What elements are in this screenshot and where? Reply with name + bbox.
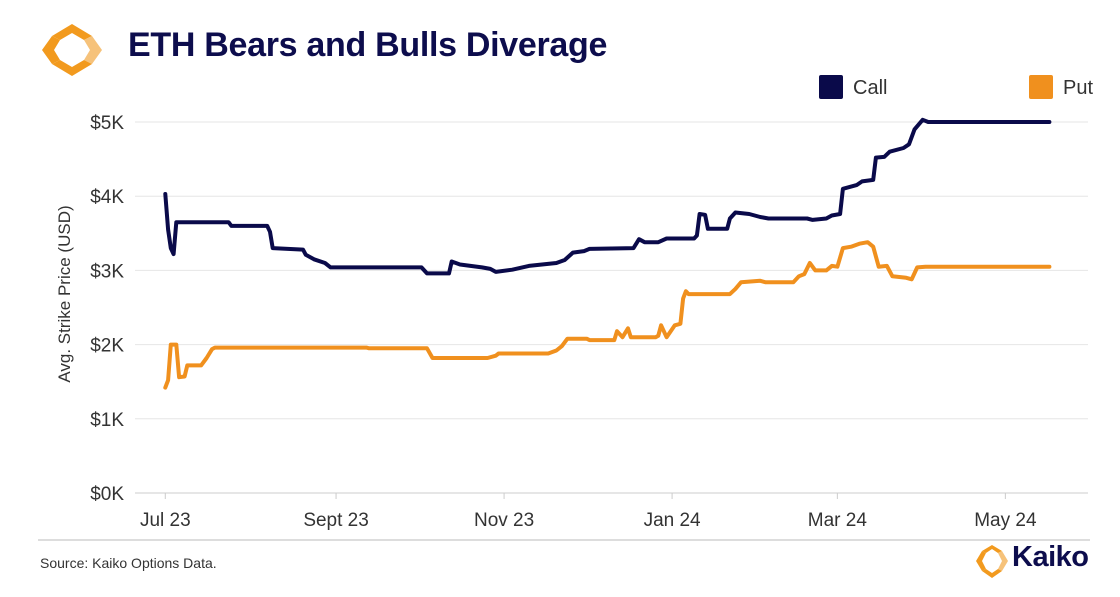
x-tick-label: Jan 24 [644, 510, 701, 531]
y-axis: $0K $1K $2K $3K $4K $5K [90, 113, 124, 505]
y-tick-label: $2K [90, 336, 124, 357]
logo-top-segment [52, 24, 92, 40]
y-tick-label: $5K [90, 113, 124, 134]
logo-right-segment [84, 36, 102, 64]
series-lines [163, 117, 1052, 390]
x-axis: Jul 23 Sept 23 Nov 23 Jan 24 Mar 24 May 24 [140, 493, 1037, 531]
series-line-put [163, 240, 1052, 390]
brand-name: Kaiko [1012, 541, 1089, 573]
x-tick-label: Jul 23 [140, 510, 191, 531]
brand-icon-bottom [982, 569, 1002, 578]
x-tick-label: May 24 [974, 510, 1037, 531]
logo-left-segment [42, 36, 60, 64]
y-tick-label: $4K [90, 187, 124, 208]
legend-swatch-call [819, 75, 843, 99]
x-tick-label: Nov 23 [474, 510, 534, 531]
legend-label-put: Put [1063, 77, 1093, 99]
kaiko-brand-icon [976, 545, 1008, 578]
brand-icon-top [982, 545, 1002, 553]
y-axis-label: Avg. Strike Price (USD) [55, 205, 74, 382]
y-tick-label: $1K [90, 410, 124, 431]
y-tick-label: $3K [90, 261, 124, 282]
legend-label-call: Call [853, 77, 887, 99]
grid-lines [38, 121, 1090, 541]
legend-swatch-put [1029, 75, 1053, 99]
brand-icon-left [976, 551, 986, 571]
kaiko-logo [42, 24, 102, 76]
logo-bottom-segment [52, 60, 92, 76]
source-note: Source: Kaiko Options Data. [40, 555, 217, 571]
y-tick-label: $0K [90, 484, 124, 505]
page-title: ETH Bears and Bulls Diverage [128, 26, 608, 64]
legend: Call Put [819, 75, 1093, 99]
x-tick-label: Mar 24 [808, 510, 868, 531]
series-line-call [163, 117, 1052, 276]
brand-icon-right [998, 551, 1008, 571]
x-tick-label: Sept 23 [303, 510, 369, 531]
